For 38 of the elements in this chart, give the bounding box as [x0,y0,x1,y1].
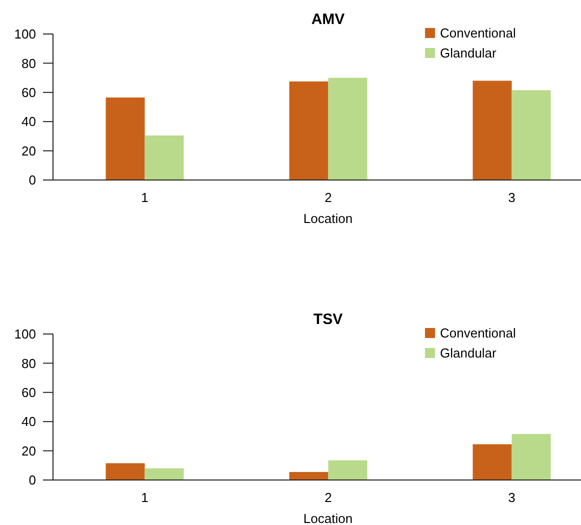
y-tick-label: 0 [28,472,36,488]
y-tick-label: 80 [22,56,36,71]
bar [106,98,145,180]
bar [472,80,512,180]
y-tick-label: 20 [22,443,36,458]
x-tick-label: 3 [508,490,516,505]
bar [289,472,328,480]
y-tick-label: 20 [22,143,36,158]
y-tick-label: 100 [14,326,36,342]
legend-label: Glandular [440,346,498,361]
bar [289,81,328,180]
y-tick-label: 40 [22,414,36,430]
bar [144,468,184,480]
y-tick-label: 0 [28,172,36,188]
y-tick-label: 80 [22,356,36,371]
legend-label: Conventional [440,326,516,341]
chart-title: TSV [313,311,343,328]
x-tick-label: 1 [141,190,148,205]
x-tick-label: 2 [324,190,332,205]
bar [328,78,368,180]
bar [472,444,512,480]
y-tick-label: 100 [14,26,36,42]
y-tick-label: 40 [22,114,36,130]
x-axis-title: Location [303,511,353,525]
bar [512,434,551,480]
x-tick-label: 2 [324,490,332,505]
legend-label: Conventional [440,26,516,41]
bar [328,460,368,480]
bar [512,90,551,180]
legend-label: Glandular [440,46,498,61]
y-tick-label: 60 [22,84,36,100]
x-axis-title: Location [303,211,353,226]
x-tick-label: 3 [508,190,516,205]
y-tick-label: 60 [22,384,36,400]
x-tick-label: 1 [141,490,148,505]
bar [144,135,184,180]
bar [106,463,145,480]
chart-title: AMV [311,11,345,28]
